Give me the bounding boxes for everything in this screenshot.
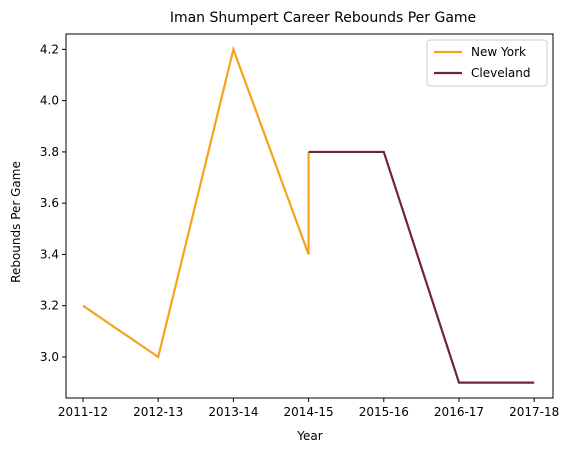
y-tick-label: 3.6: [40, 196, 59, 210]
legend-label-cleveland: Cleveland: [471, 66, 531, 80]
x-tick-label: 2015-16: [359, 405, 409, 419]
x-axis-label: Year: [296, 429, 322, 443]
x-tick-label: 2011-12: [58, 405, 108, 419]
y-tick-label: 4.0: [40, 94, 59, 108]
y-tick-label: 3.8: [40, 145, 59, 159]
plot-area: [82, 45, 535, 384]
y-tick-label: 4.2: [40, 42, 59, 56]
legend: New York Cleveland: [426, 39, 548, 87]
y-axis: 3.0 3.2 3.4 3.6 3.8 4.0 4.2: [40, 42, 66, 364]
x-tick-label: 2017-18: [509, 405, 559, 419]
x-tick-label: 2014-15: [284, 405, 334, 419]
y-tick-label: 3.2: [40, 299, 59, 313]
legend-label-new-york: New York: [471, 45, 526, 59]
x-axis: 2011-12 2012-13 2013-14 2014-15 2015-16 2016-…: [58, 398, 559, 419]
series-line-new-york: [82, 45, 310, 359]
x-tick-label: 2016-17: [434, 405, 484, 419]
y-axis-label: Rebounds Per Game: [9, 161, 23, 283]
plot-frame: [65, 33, 554, 399]
y-tick-label: 3.4: [40, 247, 59, 261]
x-tick-label: 2012-13: [133, 405, 183, 419]
series-line-cleveland: [308, 150, 535, 384]
y-tick-label: 3.0: [40, 350, 59, 364]
chart-title: Iman Shumpert Career Rebounds Per Game: [170, 10, 476, 26]
x-tick-label: 2013-14: [208, 405, 258, 419]
